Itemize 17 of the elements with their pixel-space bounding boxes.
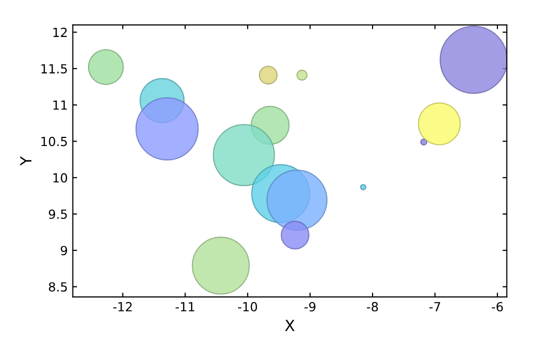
y-tick-label: 8.5 (48, 282, 67, 292)
x-tick-label: -12 (113, 302, 132, 312)
y-tick-label: 11.5 (41, 64, 67, 74)
y-tick-label: 9.5 (48, 209, 67, 219)
y-tick-label: 9 (60, 246, 68, 256)
y-tick-label: 10.5 (41, 136, 67, 146)
x-tick-label: -10 (238, 302, 258, 312)
y-tick-label: 10 (53, 173, 68, 183)
y-tick-label: 11 (53, 100, 67, 110)
x-tick-label: -11 (176, 302, 194, 312)
x-tick-label: -7 (429, 302, 440, 312)
y-tick-label: 12 (53, 28, 67, 37)
x-tick-label: -8 (366, 302, 378, 312)
y-axis-title: Y (20, 156, 32, 166)
x-tick-label: -9 (304, 302, 316, 312)
x-axis-title: X (285, 320, 295, 332)
x-tick-label: -6 (492, 302, 503, 312)
